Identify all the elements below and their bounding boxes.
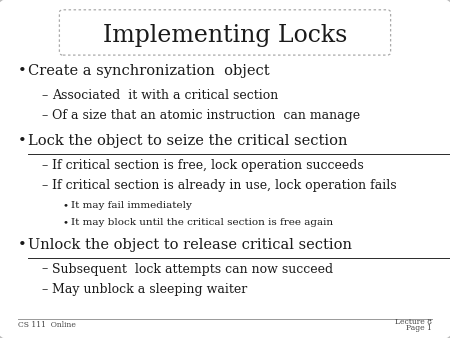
Text: Of a size that an atomic instruction  can manage: Of a size that an atomic instruction can… (52, 109, 360, 122)
FancyBboxPatch shape (59, 10, 391, 55)
Text: It may fail immediately: It may fail immediately (71, 201, 192, 210)
Text: Create a synchronization  object: Create a synchronization object (28, 64, 270, 78)
Text: CS 111  Online: CS 111 Online (18, 321, 76, 329)
Text: •: • (63, 201, 69, 210)
Text: –: – (42, 89, 48, 102)
Text: Lock the object to seize the critical section: Lock the object to seize the critical se… (28, 134, 347, 148)
Text: –: – (42, 109, 48, 122)
Text: •: • (63, 218, 69, 227)
Text: –: – (42, 179, 48, 192)
Text: •: • (18, 64, 27, 78)
Text: It may block until the critical section is free again: It may block until the critical section … (71, 218, 333, 227)
Text: Unlock the object to release critical section: Unlock the object to release critical se… (28, 238, 352, 252)
Text: Page 1: Page 1 (406, 324, 432, 332)
Text: May unblock a sleeping waiter: May unblock a sleeping waiter (52, 283, 247, 296)
Text: If critical section is free, lock operation succeeds: If critical section is free, lock operat… (52, 159, 364, 172)
Text: •: • (18, 238, 27, 252)
Text: If critical section is already in use, lock operation fails: If critical section is already in use, l… (52, 179, 396, 192)
Text: Associated  it with a critical section: Associated it with a critical section (52, 89, 278, 102)
Text: –: – (42, 263, 48, 275)
Text: –: – (42, 283, 48, 296)
Text: –: – (42, 159, 48, 172)
Text: Implementing Locks: Implementing Locks (103, 24, 347, 47)
Text: Lecture 8: Lecture 8 (395, 318, 432, 326)
Text: •: • (18, 134, 27, 148)
Text: Subsequent  lock attempts can now succeed: Subsequent lock attempts can now succeed (52, 263, 333, 275)
